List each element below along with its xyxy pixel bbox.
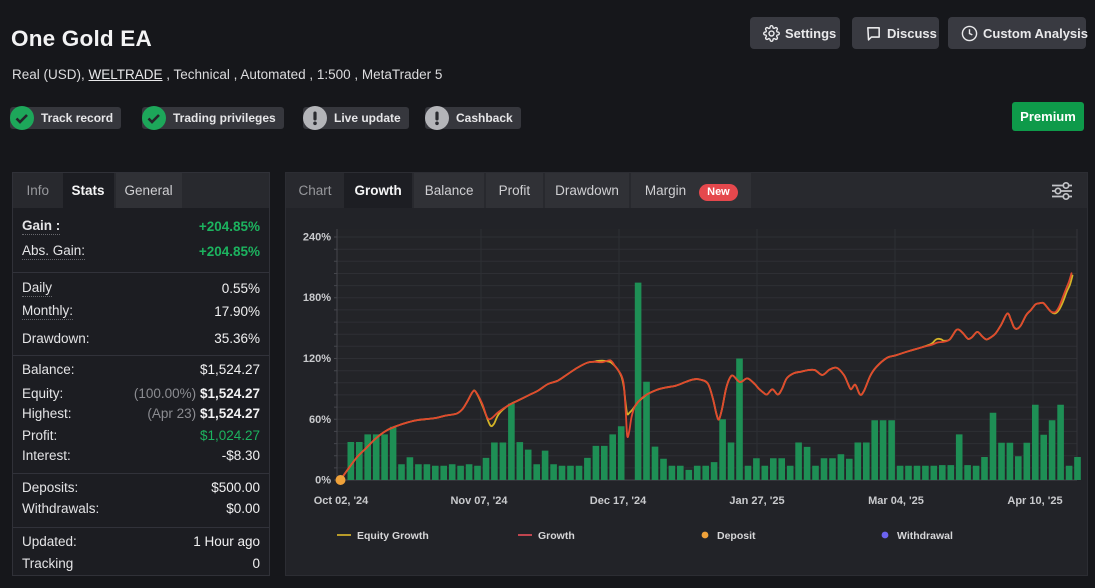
svg-text:Withdrawal: Withdrawal [897, 530, 953, 542]
svg-text:Jan 27, '25: Jan 27, '25 [729, 495, 784, 507]
svg-text:Nov 07, '24: Nov 07, '24 [450, 495, 508, 507]
svg-text:Apr 10, '25: Apr 10, '25 [1007, 495, 1062, 507]
svg-text:Equity Growth: Equity Growth [357, 530, 429, 542]
svg-text:Dec 17, '24: Dec 17, '24 [590, 495, 647, 507]
svg-text:180%: 180% [303, 292, 331, 304]
svg-text:Deposit: Deposit [717, 530, 756, 542]
svg-text:Growth: Growth [538, 530, 575, 542]
svg-text:120%: 120% [303, 353, 331, 365]
svg-text:60%: 60% [309, 414, 331, 426]
svg-text:0%: 0% [315, 475, 331, 487]
svg-text:Mar 04, '25: Mar 04, '25 [868, 495, 924, 507]
svg-text:Oct 02, '24: Oct 02, '24 [314, 495, 369, 507]
svg-text:240%: 240% [303, 232, 331, 244]
